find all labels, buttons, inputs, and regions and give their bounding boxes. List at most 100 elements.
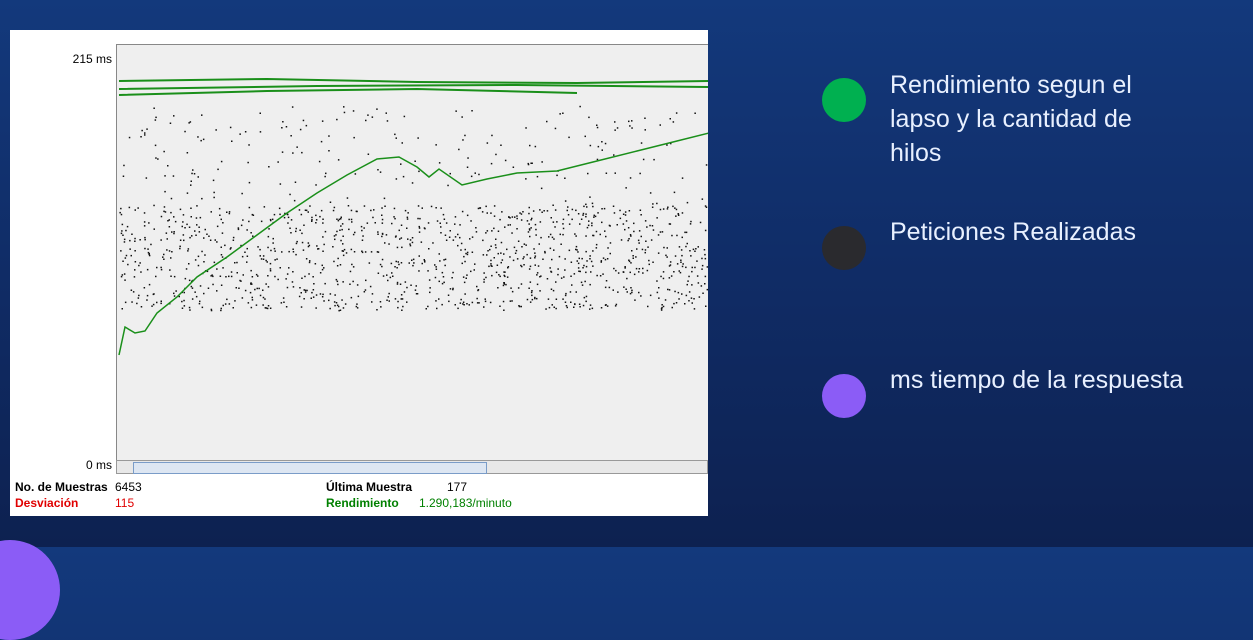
sample-dot bbox=[601, 149, 603, 151]
sample-dot bbox=[534, 252, 536, 254]
sample-dot bbox=[629, 234, 632, 236]
sample-dot bbox=[190, 216, 192, 218]
sample-dot bbox=[581, 257, 583, 260]
sample-dot bbox=[239, 133, 241, 135]
sample-dot bbox=[471, 301, 474, 304]
sample-dot bbox=[295, 253, 297, 256]
sample-dot bbox=[531, 298, 534, 301]
scrollbar[interactable] bbox=[116, 460, 708, 474]
sample-dot bbox=[166, 249, 168, 251]
sample-dot bbox=[440, 232, 442, 234]
sample-dot bbox=[673, 302, 675, 305]
sample-dot bbox=[337, 219, 340, 222]
sample-dot bbox=[188, 279, 191, 282]
sample-dot bbox=[336, 265, 339, 267]
sample-dot bbox=[407, 238, 409, 240]
sample-dot bbox=[633, 230, 635, 233]
sample-dot bbox=[271, 218, 274, 221]
sample-dot bbox=[219, 214, 221, 216]
sample-dot bbox=[384, 242, 386, 244]
sample-dot bbox=[557, 268, 559, 270]
sample-dot bbox=[315, 222, 317, 224]
sample-dot bbox=[631, 120, 633, 122]
sample-dot bbox=[689, 250, 691, 252]
sample-dot bbox=[682, 263, 684, 265]
sample-dot bbox=[604, 304, 607, 306]
sample-dot bbox=[381, 258, 384, 261]
sample-dot bbox=[320, 209, 323, 212]
sample-dot bbox=[352, 266, 355, 268]
sample-dot bbox=[498, 274, 500, 276]
sample-dot bbox=[509, 217, 511, 219]
sample-dot bbox=[281, 127, 283, 129]
sample-dot bbox=[318, 160, 321, 163]
sample-dot bbox=[322, 293, 324, 296]
sample-dot bbox=[638, 271, 640, 273]
sample-dot bbox=[386, 299, 388, 301]
sample-dot bbox=[246, 255, 249, 257]
sample-dot bbox=[148, 283, 151, 286]
sample-dot bbox=[128, 136, 131, 139]
sample-dot bbox=[160, 300, 162, 302]
sample-dot bbox=[120, 250, 122, 252]
sample-dot bbox=[127, 263, 129, 266]
sample-dot bbox=[466, 214, 469, 217]
sample-dot bbox=[626, 291, 628, 293]
sample-dot bbox=[130, 254, 132, 257]
sample-dot bbox=[249, 291, 252, 294]
sample-dot bbox=[250, 232, 252, 234]
sample-dot bbox=[704, 283, 706, 285]
sample-dot bbox=[234, 300, 236, 302]
sample-dot bbox=[623, 286, 625, 288]
sample-dot bbox=[371, 293, 374, 295]
sample-dot bbox=[674, 290, 676, 293]
sample-dot bbox=[644, 220, 647, 222]
sample-dot bbox=[411, 237, 414, 239]
sample-dot bbox=[333, 206, 336, 209]
sample-dot bbox=[298, 295, 301, 298]
sample-dot bbox=[535, 228, 537, 231]
sample-dot bbox=[184, 227, 186, 229]
sample-dot bbox=[650, 239, 653, 241]
sample-dot bbox=[677, 213, 679, 215]
sample-dot bbox=[546, 210, 549, 212]
sample-dot bbox=[231, 140, 233, 142]
sample-dot bbox=[486, 142, 489, 144]
sample-dot bbox=[529, 144, 531, 147]
sample-dot bbox=[646, 269, 649, 272]
plot-area bbox=[116, 44, 708, 461]
sample-dot bbox=[575, 245, 578, 248]
sample-dot bbox=[292, 248, 294, 250]
sample-dot bbox=[624, 228, 626, 231]
sample-dot bbox=[596, 274, 598, 277]
sample-dot bbox=[459, 224, 461, 226]
sample-dot bbox=[237, 228, 240, 231]
sample-dot bbox=[528, 223, 530, 225]
sample-dot bbox=[417, 137, 419, 139]
sample-dot bbox=[639, 172, 641, 175]
sample-dot bbox=[587, 172, 589, 175]
sample-dot bbox=[153, 107, 155, 109]
sample-dot bbox=[628, 120, 630, 123]
sample-dot bbox=[585, 295, 588, 298]
sample-dot bbox=[146, 299, 148, 301]
sample-dot bbox=[628, 210, 631, 212]
sample-dot bbox=[485, 232, 487, 234]
sample-dot bbox=[181, 307, 184, 309]
sample-dot bbox=[381, 218, 384, 221]
sample-dot bbox=[512, 259, 515, 262]
sample-dot bbox=[657, 234, 660, 236]
sample-dot bbox=[705, 305, 707, 307]
scroll-thumb[interactable] bbox=[133, 462, 487, 474]
sample-dot bbox=[291, 106, 294, 108]
sample-dot bbox=[262, 255, 265, 257]
sample-dot bbox=[473, 269, 475, 271]
sample-dot bbox=[435, 300, 437, 302]
sample-dot bbox=[656, 217, 658, 219]
sample-dot bbox=[595, 243, 598, 246]
sample-dot bbox=[260, 258, 263, 260]
sample-dot bbox=[592, 205, 594, 208]
sample-dot bbox=[594, 215, 597, 218]
sample-dot bbox=[131, 301, 133, 303]
sample-dot bbox=[590, 271, 592, 273]
